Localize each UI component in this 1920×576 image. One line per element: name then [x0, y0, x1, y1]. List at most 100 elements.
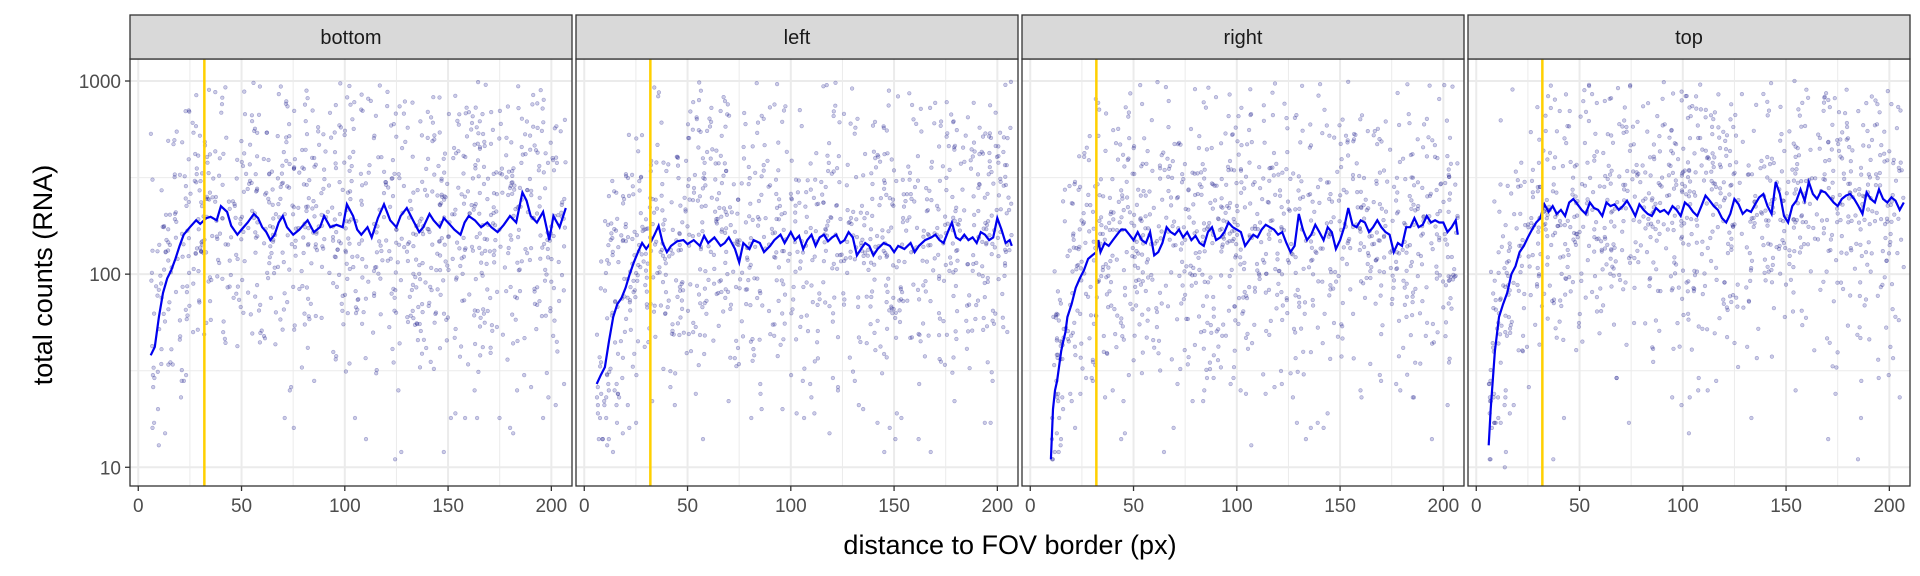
- data-point: [728, 302, 734, 307]
- data-point: [1672, 213, 1677, 218]
- data-point: [196, 227, 201, 232]
- data-point: [1060, 407, 1066, 412]
- data-point: [1143, 214, 1148, 219]
- data-point: [1865, 207, 1871, 212]
- data-point: [150, 373, 155, 378]
- data-point: [1558, 255, 1563, 260]
- data-point: [179, 368, 184, 373]
- data-point: [506, 169, 512, 174]
- data-point: [1672, 271, 1678, 276]
- data-point: [599, 391, 604, 396]
- data-point: [685, 224, 690, 229]
- data-point: [675, 154, 680, 159]
- data-point: [1276, 281, 1281, 286]
- data-point: [482, 143, 487, 149]
- data-point: [1074, 267, 1079, 272]
- data-point: [1631, 169, 1636, 174]
- data-point: [1227, 231, 1232, 236]
- data-point: [469, 203, 474, 208]
- data-point: [1167, 237, 1172, 242]
- data-point: [1446, 209, 1451, 214]
- data-point: [392, 295, 397, 300]
- data-point: [1350, 172, 1356, 178]
- data-point: [1863, 250, 1869, 255]
- data-point: [1054, 338, 1059, 343]
- data-point: [1338, 165, 1344, 170]
- data-point: [1202, 227, 1207, 232]
- data-point: [1502, 266, 1507, 271]
- data-point: [172, 217, 177, 222]
- data-point: [213, 149, 218, 154]
- data-point: [710, 147, 715, 152]
- data-point: [1571, 237, 1576, 242]
- data-point: [702, 351, 707, 357]
- data-point: [1083, 375, 1089, 381]
- data-point: [1669, 148, 1674, 153]
- data-point: [1733, 133, 1739, 138]
- data-point: [1429, 241, 1434, 246]
- data-point: [467, 211, 472, 216]
- data-point: [155, 293, 160, 298]
- data-point: [640, 228, 645, 234]
- data-point: [1771, 306, 1776, 311]
- data-point: [1602, 234, 1607, 240]
- data-point: [302, 322, 307, 327]
- data-point: [1876, 375, 1881, 381]
- data-point: [285, 233, 290, 238]
- data-point: [412, 322, 418, 328]
- data-point: [1240, 311, 1245, 316]
- data-point: [1150, 168, 1155, 173]
- data-point: [1858, 415, 1864, 421]
- data-point: [159, 281, 164, 286]
- data-point: [1536, 272, 1542, 277]
- data-point: [416, 304, 421, 310]
- data-point: [1607, 172, 1613, 177]
- data-point: [1310, 199, 1315, 204]
- data-point: [657, 265, 662, 270]
- data-point: [227, 258, 232, 263]
- data-point: [529, 193, 534, 198]
- data-point: [951, 119, 956, 124]
- data-point: [251, 80, 256, 85]
- data-point: [724, 249, 729, 254]
- data-point: [1602, 246, 1607, 251]
- data-point: [1817, 146, 1822, 151]
- data-point: [813, 177, 818, 182]
- data-point: [1700, 292, 1705, 297]
- data-point: [1238, 388, 1243, 393]
- data-point: [1296, 294, 1302, 300]
- data-point: [1176, 140, 1182, 145]
- data-point: [602, 399, 607, 404]
- data-point: [461, 254, 467, 259]
- data-point: [1686, 317, 1691, 322]
- data-point: [472, 204, 477, 209]
- data-point: [300, 284, 305, 289]
- data-point: [1086, 192, 1091, 197]
- data-point: [431, 95, 436, 100]
- data-point: [1808, 147, 1813, 152]
- data-point: [625, 175, 631, 181]
- data-point: [453, 93, 458, 98]
- data-point: [915, 287, 921, 293]
- data-point: [1002, 263, 1008, 268]
- data-point: [291, 166, 297, 171]
- data-point: [627, 300, 632, 305]
- data-point: [1195, 191, 1200, 197]
- data-point: [537, 204, 542, 209]
- data-point: [292, 245, 298, 250]
- data-point: [853, 125, 858, 130]
- data-point: [1602, 98, 1607, 104]
- data-point: [1138, 216, 1143, 221]
- data-point: [697, 332, 703, 338]
- data-point: [516, 268, 521, 273]
- data-point: [1878, 153, 1883, 158]
- data-point: [1071, 245, 1076, 250]
- data-point: [625, 295, 630, 300]
- panel-background: [130, 59, 572, 486]
- data-point: [1308, 425, 1313, 431]
- data-point: [1708, 113, 1714, 118]
- data-point: [1890, 307, 1895, 312]
- data-point: [306, 241, 311, 247]
- data-point: [744, 287, 750, 292]
- data-point: [735, 211, 740, 216]
